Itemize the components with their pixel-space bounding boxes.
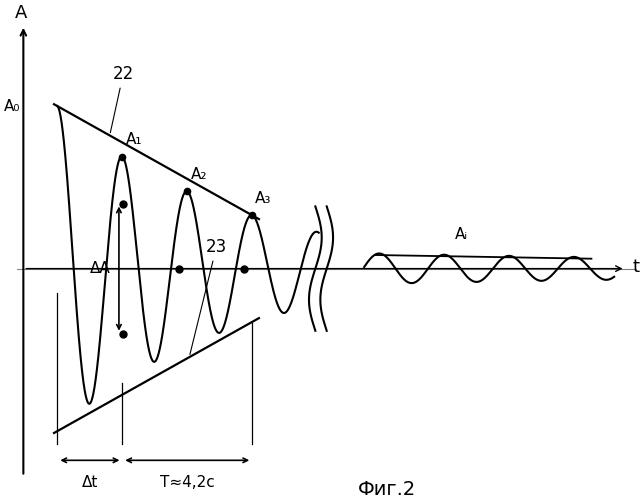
Text: t: t [632,258,639,276]
Text: A₀: A₀ [3,98,20,114]
Text: A: A [15,4,27,22]
Text: 22: 22 [111,64,134,132]
Text: A₃: A₃ [255,190,271,206]
Text: T≈4,2c: T≈4,2c [160,475,215,490]
Text: Δt: Δt [82,475,98,490]
Text: A₂: A₂ [190,166,207,182]
Text: Aᵢ: Aᵢ [455,227,468,242]
Text: ΔA: ΔA [90,261,111,276]
Text: A₁: A₁ [126,132,142,147]
Text: 23: 23 [190,238,227,354]
Text: Фиг.2: Фиг.2 [358,480,416,500]
